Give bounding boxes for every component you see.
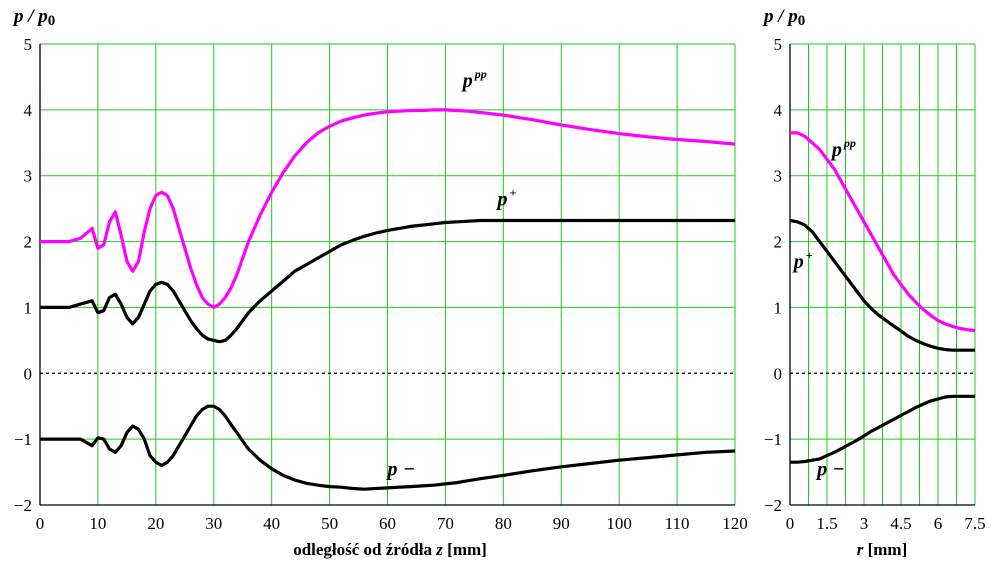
x-tick-label: 70 <box>437 514 454 533</box>
x-tick-label: 10 <box>89 514 106 533</box>
y-axis-label: p / p0 <box>12 6 55 29</box>
y-tick-label: 3 <box>774 167 783 186</box>
series-label-1: p + <box>496 185 517 210</box>
x-tick-label: 6 <box>934 514 943 533</box>
y-tick-label: 0 <box>774 364 783 383</box>
x-tick-label: 50 <box>321 514 338 533</box>
x-tick-label: 0 <box>786 514 795 533</box>
y-tick-label: −2 <box>764 496 782 515</box>
series-label-1: p + <box>792 248 813 273</box>
x-axis-label: odległość od źródła z [mm] <box>293 540 487 559</box>
x-tick-label: 0 <box>36 514 45 533</box>
y-tick-label: −1 <box>764 430 782 449</box>
series-label-2: p − <box>815 458 844 480</box>
x-axis-label: r [mm] <box>857 540 908 559</box>
y-tick-label: 4 <box>24 101 33 120</box>
y-tick-label: 2 <box>774 233 783 252</box>
series-label-2: p − <box>386 458 415 480</box>
y-tick-label: 5 <box>774 35 783 54</box>
x-tick-label: 80 <box>495 514 512 533</box>
y-tick-label: 2 <box>24 233 33 252</box>
series-line-1 <box>789 218 975 352</box>
series-line-1 <box>40 218 735 344</box>
y-tick-label: 1 <box>774 298 783 317</box>
y-tick-label: 1 <box>24 298 33 317</box>
x-tick-label: 110 <box>665 514 690 533</box>
x-tick-label: 4.5 <box>890 514 911 533</box>
y-axis-label: p / p0 <box>762 6 805 29</box>
y-tick-label: 5 <box>24 35 33 54</box>
x-tick-label: 30 <box>205 514 222 533</box>
x-tick-label: 60 <box>379 514 396 533</box>
x-tick-label: 40 <box>263 514 280 533</box>
series-line-0 <box>790 131 976 333</box>
series-line-2 <box>40 404 736 491</box>
y-tick-label: 4 <box>774 101 783 120</box>
series-label-0: p pp <box>461 67 487 92</box>
chart-panel-right: −2 −1 0 1 2 3 4 5 0 1.5 3 4.5 6 7.5 p / p0 r [mm] p pp p + p… <box>762 6 986 559</box>
x-tick-label: 100 <box>606 514 632 533</box>
series-line-2 <box>790 394 975 464</box>
x-tick-label: 120 <box>722 514 748 533</box>
series-label-0: p pp <box>830 136 856 161</box>
x-tick-label: 1.5 <box>816 514 837 533</box>
y-tick-label: −2 <box>14 496 32 515</box>
y-tick-label: 0 <box>24 364 33 383</box>
y-tick-label: 3 <box>24 167 33 186</box>
x-tick-label: 20 <box>147 514 164 533</box>
y-tick-label: −1 <box>14 430 32 449</box>
series-line-0 <box>40 108 736 309</box>
x-tick-label: 90 <box>553 514 570 533</box>
x-tick-label: 3 <box>860 514 869 533</box>
x-tick-label: 7.5 <box>964 514 985 533</box>
